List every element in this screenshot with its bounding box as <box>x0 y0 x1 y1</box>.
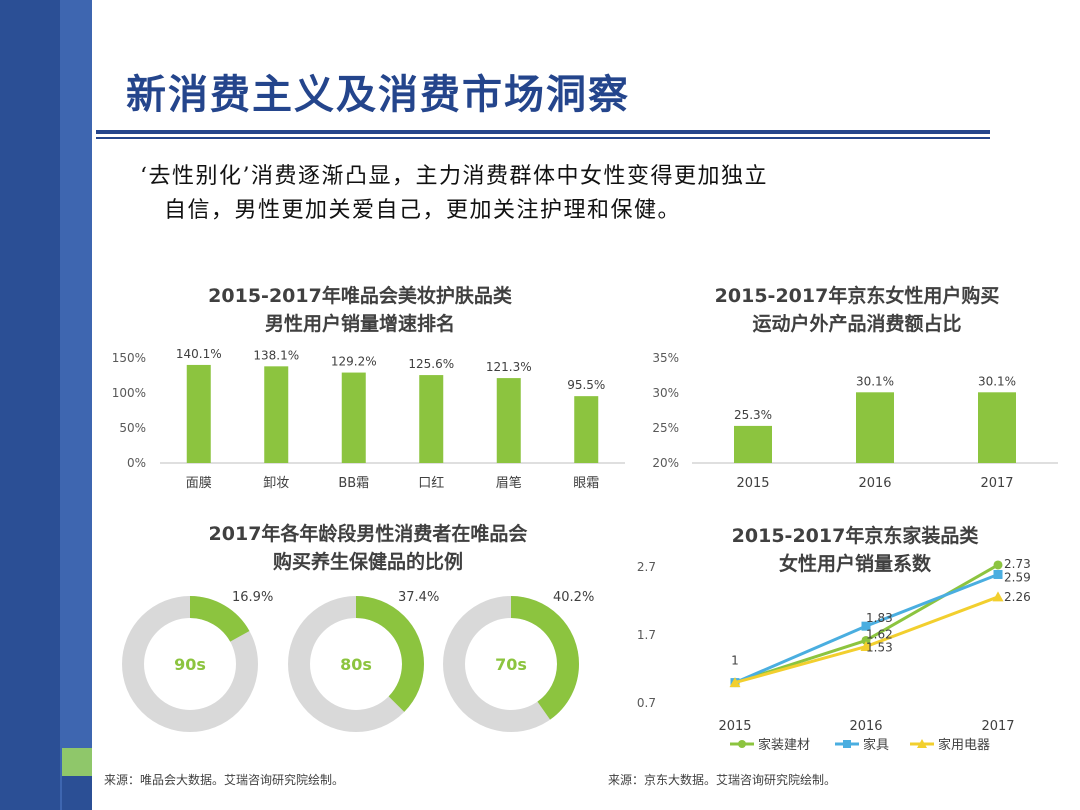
chart3-plot: 90s 16.9% 80s 37.4% 70s 40.2% <box>122 590 594 732</box>
chart1-y-tick: 50% <box>119 421 146 435</box>
chart4-point <box>993 569 1003 579</box>
chart4-point <box>861 635 871 645</box>
chart3-ring-value <box>443 596 579 732</box>
chart1-y-tick: 0% <box>127 456 146 470</box>
chart4-point-label: 2.59 <box>1004 570 1031 584</box>
body-line-1: ‘去性别化’消费逐渐凸显，主力消费群体中女性变得更加独立 <box>140 164 768 189</box>
chart2-value-label: 25.3% <box>734 408 772 422</box>
chart1-bar <box>496 378 521 463</box>
chart3-ring-value <box>122 596 258 732</box>
chart4-x-tick: 2015 <box>718 719 751 734</box>
chart1-bar <box>186 364 211 463</box>
chart1-plot: 150% 100% 50% 0% 140.1% 面膜 138.1% 卸妆 129.2% BB霜 12… <box>112 347 625 491</box>
sidebar-dark-accent <box>62 776 92 810</box>
chart4-point <box>861 621 871 631</box>
chart3-ring-label: 90s <box>174 655 206 674</box>
chart1-x-tick: 卸妆 <box>263 475 289 491</box>
chart2-y-tick: 30% <box>652 386 679 400</box>
chart2-value-label: 30.1% <box>978 374 1016 388</box>
chart2-x-tick: 2015 <box>736 476 769 491</box>
chart1-x-tick: 面膜 <box>186 476 212 491</box>
chart2-y-tick: 25% <box>652 421 679 435</box>
chart3-ring-label: 80s <box>340 655 372 674</box>
sidebar-stripe <box>60 0 92 810</box>
chart1-value-label: 129.2% <box>331 355 377 369</box>
chart2-bar <box>978 392 1016 463</box>
source-right: 来源：京东大数据。艾瑞咨询研究院绘制。 <box>608 772 836 787</box>
chart4-point <box>860 641 872 652</box>
chart4-y-tick: 2.7 <box>637 560 656 574</box>
chart1-bar <box>574 396 599 463</box>
title-rule <box>96 130 990 134</box>
chart1-title-line1: 2015-2017年唯品会美妆护肤品类 <box>208 284 512 307</box>
chart1-bar <box>419 375 444 463</box>
chart1-x-tick: BB霜 <box>338 476 369 491</box>
chart4-title-line2: 女性用户销量系数 <box>779 552 932 575</box>
chart2-x-tick: 2017 <box>980 476 1013 491</box>
chart3-value-label: 37.4% <box>398 590 439 605</box>
chart4-legend-label: 家具 <box>863 737 889 753</box>
chart4-x-tick: 2016 <box>849 719 882 734</box>
chart2-value-label: 30.1% <box>856 374 894 388</box>
chart3-value-label: 16.9% <box>232 590 273 605</box>
chart1-title-line2: 男性用户销量增速排名 <box>265 312 455 335</box>
chart4-point <box>993 560 1003 570</box>
chart1-bar <box>341 372 366 463</box>
chart4-y-tick: 1.7 <box>637 628 656 642</box>
chart4-legend-marker <box>917 739 927 748</box>
chart1-x-tick: 口红 <box>418 475 444 491</box>
chart1-x-tick: 眉笔 <box>496 475 522 491</box>
chart2-title-line2: 运动户外产品消费额占比 <box>752 312 961 335</box>
chart4-point-label: 1 <box>731 654 739 668</box>
chart4-legend-label: 家装建材 <box>758 737 810 753</box>
chart3-title-line1: 2017年各年龄段男性消费者在唯品会 <box>209 522 528 545</box>
title-rule-thin <box>96 137 990 139</box>
slide-title: 新消费主义及消费市场洞察 <box>126 71 630 118</box>
chart1-value-label: 125.6% <box>408 357 454 371</box>
chart2-y-tick: 35% <box>652 351 679 365</box>
chart4-point <box>992 591 1004 602</box>
chart4-legend-marker <box>843 740 851 748</box>
chart1-value-label: 121.3% <box>486 360 532 374</box>
sidebar-decoration <box>0 0 92 810</box>
chart2-x-tick: 2016 <box>858 476 891 491</box>
chart3-title-line2: 购买养生保健品的比例 <box>273 550 463 573</box>
chart2-bar <box>734 425 772 463</box>
source-left: 来源：唯品会大数据。艾瑞咨询研究院绘制。 <box>104 772 344 787</box>
chart1-value-label: 140.1% <box>176 347 222 361</box>
chart1-value-label: 95.5% <box>567 378 605 392</box>
chart4-title-line1: 2015-2017年京东家装品类 <box>732 524 979 547</box>
chart1-y-tick: 150% <box>112 351 146 365</box>
chart1-bar <box>264 366 289 463</box>
chart4-point-label: 2.26 <box>1004 590 1031 604</box>
chart4-legend-label: 家用电器 <box>938 737 990 753</box>
chart3-value-label: 40.2% <box>553 590 594 605</box>
chart2-y-tick: 20% <box>652 456 679 470</box>
chart4-point-label: 2.73 <box>1004 557 1031 571</box>
chart2-bar <box>856 392 894 463</box>
chart4-point-label: 1.62 <box>866 627 893 641</box>
chart1-value-label: 138.1% <box>253 348 299 362</box>
chart3-ring-label: 70s <box>495 655 527 674</box>
chart4-point <box>729 677 741 688</box>
chart4-y-tick: 0.7 <box>637 696 656 710</box>
chart4-point-label: 1.83 <box>866 611 893 625</box>
chart2-plot: 35% 30% 25% 20% 25.3% 2015 30.1% 2016 30.1% 2017 <box>652 351 1058 491</box>
chart4-x-tick: 2017 <box>981 719 1014 734</box>
chart3-ring-value <box>288 596 424 732</box>
body-line-2: 自信，男性更加关爱自己，更加关注护理和保健。 <box>164 198 682 223</box>
slide-body: ‘去性别化’消费逐渐凸显，主力消费群体中女性变得更加独立 自信，男性更加关爱自己… <box>140 160 990 228</box>
sidebar-green-accent <box>62 748 92 776</box>
chart1-x-tick: 眼霜 <box>573 476 599 491</box>
chart4-legend-marker <box>738 740 746 748</box>
chart4-point-label: 1.53 <box>866 641 893 655</box>
chart2-title-line1: 2015-2017年京东女性用户购买 <box>715 284 1000 307</box>
chart1-y-tick: 100% <box>112 386 146 400</box>
